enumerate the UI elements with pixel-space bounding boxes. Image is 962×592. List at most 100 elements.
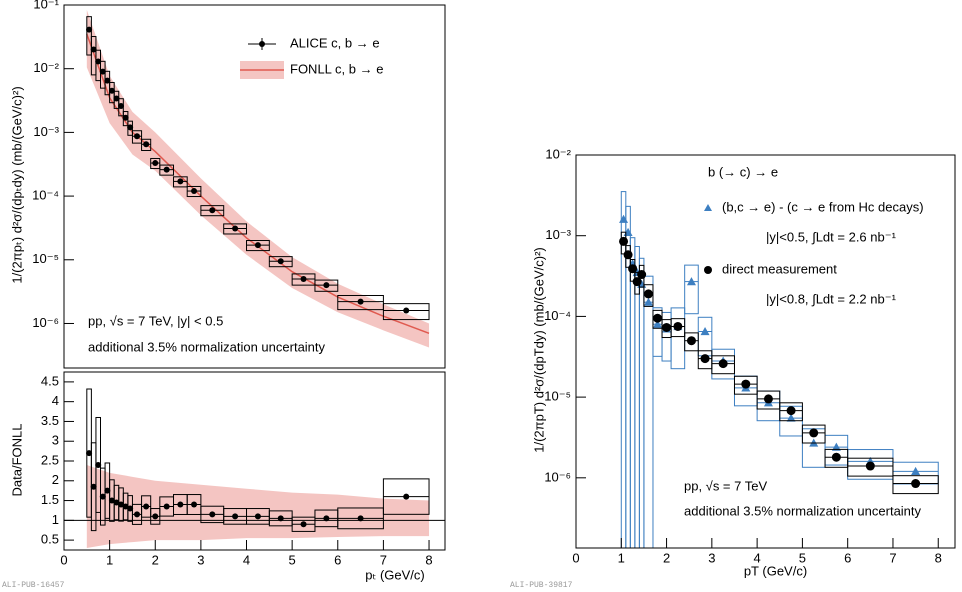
marker xyxy=(163,166,170,173)
marker xyxy=(95,461,102,468)
y-axis-label: Data/FONLL xyxy=(9,424,24,497)
marker xyxy=(86,450,93,457)
marker xyxy=(127,124,134,131)
x-tick-label: 7 xyxy=(889,550,896,565)
syst-box xyxy=(801,424,826,444)
marker xyxy=(127,505,134,512)
marker xyxy=(718,359,728,369)
y-tick-label: 1.5 xyxy=(41,492,59,507)
marker xyxy=(209,207,216,214)
plot-area xyxy=(619,191,939,548)
syst-box xyxy=(629,237,636,548)
x-tick-label: 0 xyxy=(572,550,579,565)
x-tick-label: 3 xyxy=(197,552,204,567)
y-tick-label: 10⁻¹ xyxy=(33,0,59,11)
y-tick-label: 10⁻² xyxy=(545,146,571,161)
y-axis-label: 1/(2πpT) d²σ/(dpTdy) (mb/(GeV/c)²) xyxy=(531,247,546,453)
x-tick-label: 1 xyxy=(106,552,113,567)
syst-box xyxy=(634,245,640,548)
marker xyxy=(619,214,629,223)
marker xyxy=(653,313,663,323)
marker xyxy=(177,501,184,508)
marker xyxy=(134,133,141,140)
syst-box xyxy=(756,390,781,410)
syst-box xyxy=(382,303,430,321)
marker xyxy=(232,225,239,232)
marker xyxy=(865,461,875,471)
marker xyxy=(118,501,125,508)
x-tick-label: 4 xyxy=(754,550,761,565)
marker xyxy=(191,188,198,195)
marker xyxy=(911,466,921,476)
marker xyxy=(628,264,638,274)
marker xyxy=(632,277,642,287)
y-tick-label: 2 xyxy=(52,472,59,487)
syst-box xyxy=(670,307,686,370)
x-axis-label: pₜ (GeV/c) xyxy=(365,567,424,582)
y-tick-label: 10⁻⁶ xyxy=(32,315,59,330)
marker xyxy=(643,297,653,306)
legend-marker xyxy=(704,204,712,211)
marker xyxy=(209,511,216,518)
syst-box xyxy=(620,191,627,548)
marker xyxy=(300,275,307,282)
marker xyxy=(277,515,284,522)
marker xyxy=(786,406,796,416)
syst-box xyxy=(684,264,699,315)
syst-box xyxy=(86,16,92,56)
marker xyxy=(786,413,796,422)
credit: ALI-PUB-39817 xyxy=(510,581,573,590)
marker xyxy=(300,521,307,528)
x-tick-label: 2 xyxy=(663,550,670,565)
syst-box xyxy=(291,273,316,286)
marker xyxy=(809,428,819,438)
marker xyxy=(254,513,261,520)
x-axis-label: pT (GeV/c) xyxy=(744,563,807,578)
annotation: additional 3.5% normalization uncertaint… xyxy=(88,339,326,354)
x-tick-label: 8 xyxy=(935,550,942,565)
marker xyxy=(831,452,841,462)
marker xyxy=(277,258,284,265)
x-tick-label: 6 xyxy=(844,550,851,565)
annotation: pp, √s = 7 TeV, |y| < 0.5 xyxy=(88,313,223,328)
syst-box xyxy=(131,130,143,144)
legend-note: |y|<0.5, ∫Ldt = 2.6 nb⁻¹ xyxy=(766,229,897,244)
marker xyxy=(662,322,672,332)
x-tick-label: 2 xyxy=(152,552,159,567)
marker xyxy=(86,26,93,33)
syst-box xyxy=(779,402,803,422)
legend-label: FONLL c, b → e xyxy=(290,61,383,76)
marker xyxy=(653,319,663,328)
marker xyxy=(191,501,198,508)
y-tick-label: 4.5 xyxy=(41,373,59,388)
band xyxy=(86,9,430,348)
marker xyxy=(741,379,751,389)
syst-box xyxy=(643,284,654,307)
syst-box xyxy=(141,138,152,151)
marker xyxy=(90,483,97,490)
frame xyxy=(63,4,446,369)
panel-title: b (→ c) → e xyxy=(708,164,778,179)
x-tick-label: 1 xyxy=(618,550,625,565)
legend-label: ALICE c, b → e xyxy=(290,35,380,50)
legend-label: (b,c → e) - (c → e from Hc decays) xyxy=(722,199,924,214)
marker xyxy=(911,479,921,489)
legend-label: direct measurement xyxy=(722,261,837,276)
syst-box xyxy=(643,275,654,548)
marker xyxy=(619,236,629,246)
marker xyxy=(143,503,150,510)
marker xyxy=(108,497,115,504)
band xyxy=(86,464,430,549)
x-tick-label: 4 xyxy=(243,552,250,567)
legend-marker xyxy=(704,266,712,274)
marker xyxy=(357,515,364,522)
x-tick-label: 5 xyxy=(799,550,806,565)
marker xyxy=(90,46,97,53)
marker xyxy=(99,493,106,500)
y-tick-label: 10⁻⁶ xyxy=(544,469,571,484)
y-tick-label: 1 xyxy=(52,512,59,527)
marker xyxy=(831,442,841,451)
marker xyxy=(134,511,141,518)
